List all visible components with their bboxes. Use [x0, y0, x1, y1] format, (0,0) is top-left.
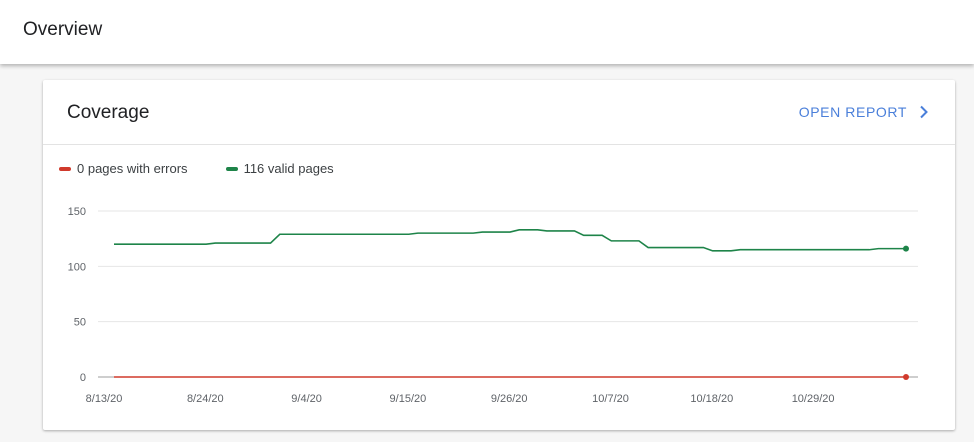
- legend-swatch-valid: [225, 166, 238, 171]
- page-title: Overview: [23, 19, 103, 40]
- coverage-chart: 0 50 100 150 8/13/20 8/24/20 9/4/20 9/15/20 9/2…: [68, 206, 918, 405]
- series-line-valid: [114, 229, 906, 252]
- y-tick-label: 0: [80, 372, 86, 384]
- series-endpoint-errors[interactable]: [903, 374, 909, 380]
- x-tick-label: 10/7/20: [592, 393, 629, 405]
- x-tick-label: 10/18/20: [690, 393, 733, 405]
- open-report-label: OPEN REPORT: [798, 104, 907, 120]
- card-title: Coverage: [67, 102, 150, 123]
- x-tick-label: 9/4/20: [291, 393, 322, 405]
- chevron-right-icon: [920, 105, 928, 119]
- card-header: Coverage OPEN REPORT: [43, 80, 955, 145]
- legend-label-errors: 0 pages with errors: [77, 161, 188, 176]
- series-endpoint-valid[interactable]: [903, 245, 909, 252]
- legend-item-errors[interactable]: 0 pages with errors: [59, 161, 188, 176]
- x-tick-label: 8/24/20: [187, 393, 224, 405]
- coverage-card: Coverage OPEN REPORT 0 pages with errors…: [43, 80, 955, 430]
- x-tick-label: 9/15/20: [390, 393, 427, 405]
- top-app-bar: Overview: [0, 0, 974, 64]
- y-tick-label: 100: [68, 261, 86, 273]
- x-tick-label: 8/13/20: [86, 393, 123, 405]
- legend-swatch-errors: [59, 166, 71, 171]
- x-tick-label: 9/26/20: [491, 393, 528, 405]
- y-tick-label: 50: [74, 317, 86, 329]
- y-tick-label: 150: [68, 206, 86, 218]
- open-report-button[interactable]: OPEN REPORT: [799, 104, 929, 120]
- legend-item-valid[interactable]: 116 valid pages: [225, 161, 334, 176]
- legend-label-valid: 116 valid pages: [243, 161, 334, 176]
- x-tick-label: 10/29/20: [792, 393, 835, 405]
- chart-legend: 0 pages with errors 116 valid pages: [59, 161, 372, 176]
